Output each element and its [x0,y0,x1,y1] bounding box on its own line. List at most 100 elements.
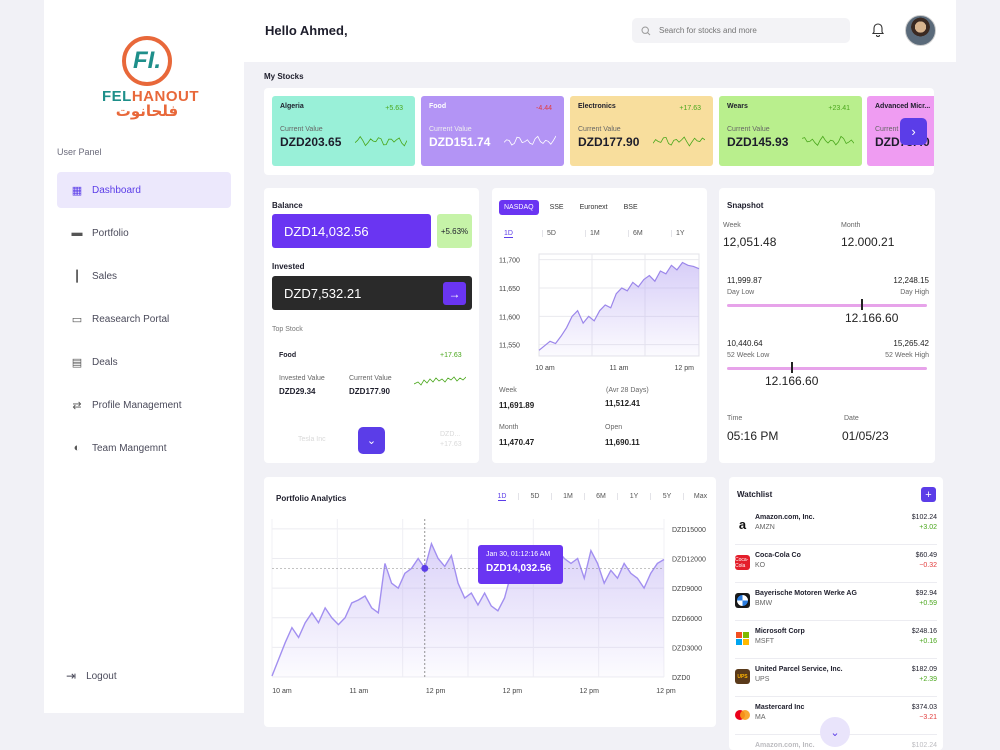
tooltip-value: DZD14,032.56 [486,563,552,574]
analytics-range-1y[interactable]: 1Y [618,493,651,500]
sidebar-item-team-management[interactable]: ◐ Team Mangemnt [57,430,231,466]
analytics-range-max[interactable]: Max [684,493,717,500]
tab-sse[interactable]: SSE [549,204,564,211]
portfolio-series-line [271,541,665,677]
search-bar[interactable] [632,18,850,43]
sidebar-item-research-portal[interactable]: ▭ Reasearch Portal [57,301,231,337]
analytics-range-1d[interactable]: 1D [486,493,519,501]
range-5d[interactable]: 5D [543,230,586,237]
highlight-point[interactable] [421,564,429,572]
analytics-range-5y[interactable]: 5Y [651,493,684,500]
watchlist-row[interactable]: a Amazon.com, Inc. AMZN $102.24 +3.02 [735,507,937,545]
y-tick-label: 11,600 [499,314,520,321]
watchlist-row[interactable]: Microsoft Corp MSFT $248.16 +0.16 [735,621,937,659]
watchlist-name: Microsoft Corp [755,628,805,635]
range-1d[interactable]: 1D [500,230,543,238]
brand-logo[interactable]: FI. FELHANOUT فلحانوت [102,36,199,119]
watchlist-name: Amazon.com, Inc. [755,514,815,521]
day-current-value: 12.166.60 [845,311,899,325]
tab-bse[interactable]: BSE [623,204,638,211]
bmw-logo-icon [735,593,750,608]
portfolio-area-chart: DZD15000 DZD12000 DZD9000 DZD6000 DZD3000 DZD… [271,519,706,695]
stocks-next-button[interactable]: › [900,118,927,145]
sidebar-item-label: Reasearch Portal [92,313,170,325]
y-tick-label: DZD12000 [672,557,706,564]
top-stock-expand-button[interactable]: ⌄ [358,427,385,454]
invested-value: DZD7,532.21 [284,286,362,301]
watchlist-price: $92.94 [915,590,937,597]
card-icon: ▭ [71,313,83,326]
watchlist-ticker: BMW [755,600,773,607]
range-1m[interactable]: 1M [586,230,629,237]
stock-card[interactable]: Electronics +17.63 Current Value DZD177.90 [570,96,713,166]
watchlist-scroll-down-button[interactable]: ⌄ [820,717,850,747]
sidebar-item-dashboard[interactable]: ▦ Dashboard [57,172,231,208]
tab-nasdaq[interactable]: NASDAQ [499,200,539,215]
sidebar: FI. FELHANOUT فلحانوت User Panel ▦ Dashbo… [44,0,244,713]
tab-euronext[interactable]: Euronext [579,204,608,211]
watchlist-row[interactable]: a Amazon.com, Inc. $102.24 [735,735,937,750]
open-label: Open [605,424,623,431]
y-tick-label: DZD6000 [672,616,702,623]
my-stocks-title: My Stocks [264,72,304,81]
stock-card[interactable]: Algeria +5.63 Current Value DZD203.65 [272,96,415,166]
week52-high-value: 15,265.42 [893,339,929,348]
range-1y[interactable]: 1Y [672,230,715,237]
search-input[interactable] [659,26,829,35]
analytics-range-tabs: 1D 5D 1M 6M 1Y 5Y Max [486,493,717,501]
range-label: 5D [547,230,556,237]
range-label: Max [693,493,708,500]
watchlist-change: +3.02 [919,524,937,531]
notification-bell-icon[interactable] [871,22,885,40]
stock-card[interactable]: Food -4.44 Current Value DZD151.74 [421,96,564,166]
briefcase-icon: ▬ [71,227,83,239]
ghost-stock-value: DZD... [440,431,461,438]
range-6m[interactable]: 6M [629,230,672,237]
portfolio-analytics-card: Portfolio Analytics 1D 5D 1M 6M 1Y 5Y Ma… [264,477,716,727]
stock-card[interactable]: Wears +23.41 Current Value DZD145.93 [719,96,862,166]
top-stock-sparkline [414,376,466,386]
plus-icon: + [925,488,932,501]
analytics-range-6m[interactable]: 6M [585,493,618,500]
watchlist-name: Bayerische Motoren Werke AG [755,590,857,597]
watchlist-row[interactable]: Coca-Cola Coca-Cola Co KO $60.49 −0.32 [735,545,937,583]
sidebar-item-portfolio[interactable]: ▬ Portfolio [57,215,231,251]
watchlist-ticker: UPS [755,676,770,683]
ghost-stock-name: Tesla Inc [298,436,326,443]
watchlist-change: +0.59 [919,600,937,607]
sidebar-item-sales[interactable]: ┃ Sales [57,258,231,294]
ups-logo-icon: UPS [735,669,750,684]
week52-high-label: 52 Week High [885,352,929,359]
week-label: Week [499,387,517,394]
amzn-logo-icon: a [738,516,747,532]
snapshot-month-label: Month [841,222,861,229]
stock-card-name: Electronics [578,103,616,110]
analytics-range-1m[interactable]: 1M [552,493,585,500]
sidebar-nav: ▦ Dashboard ▬ Portfolio ┃ Sales ▭ Reasearch … [57,172,231,473]
analytics-range-5d[interactable]: 5D [519,493,552,500]
stock-card-value: DZD177.90 [578,135,640,149]
x-tick-label: 10 am [272,688,292,695]
stock-card-change: -4.44 [536,105,552,112]
snapshot-week-value: 12,051.48 [723,235,777,249]
user-panel-label: User Panel [57,147,102,157]
day-range-marker [861,299,863,310]
x-tick-label: 12 pm [656,688,676,695]
snapshot-week-label: Week [723,222,741,229]
watchlist-row[interactable]: UPS United Parcel Service, Inc. UPS $182.09… [735,659,937,697]
logout-button[interactable]: ⇥ Logout [66,669,117,683]
sidebar-item-profile-management[interactable]: ⇄ Profile Management [57,387,231,423]
stock-card-value: DZD203.65 [280,135,342,149]
invested-go-button[interactable]: → [443,282,466,305]
sidebar-item-deals[interactable]: ▤ Deals [57,344,231,380]
range-label: 1Y [676,230,685,237]
top-stock-current-label: Current Value [349,375,392,382]
header: Hello Ahmed, [244,0,956,62]
invested-title: Invested [272,262,305,271]
watchlist-row[interactable]: Bayerische Motoren Werke AG BMW $92.94 +0.5… [735,583,937,621]
y-tick-label: DZD3000 [672,645,702,652]
watchlist-add-button[interactable]: + [921,487,936,502]
month-label: Month [499,424,519,431]
y-tick-label: 11,700 [499,258,520,265]
avatar[interactable] [905,15,936,46]
